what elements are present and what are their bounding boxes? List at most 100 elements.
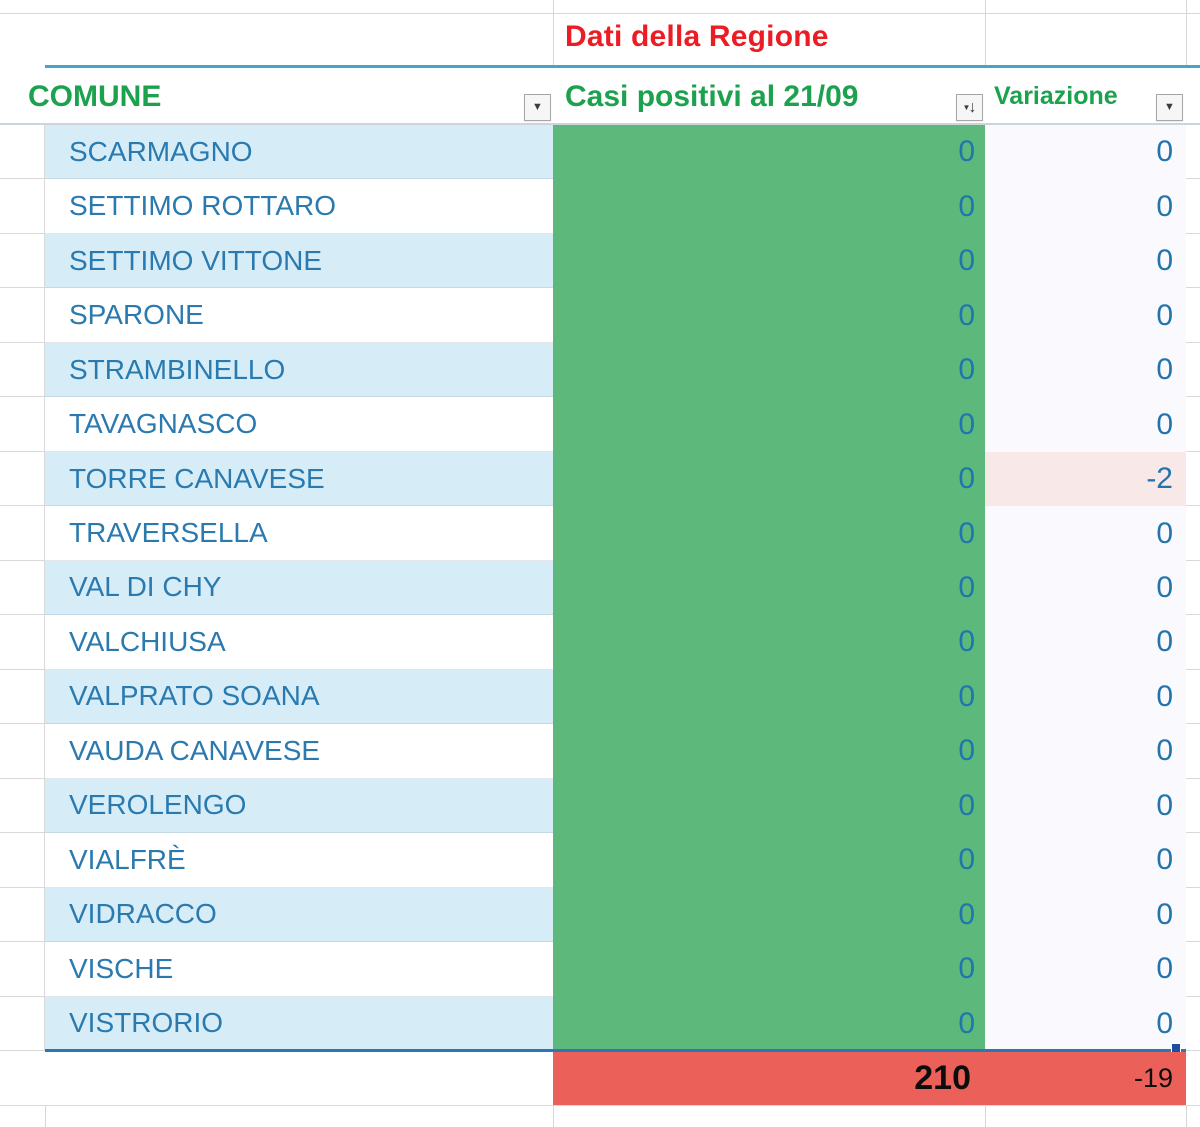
comune-cell[interactable]: VISCHE <box>45 942 553 997</box>
comune-cell[interactable]: VIDRACCO <box>45 887 553 943</box>
table-row: VAL DI CHY 0 0 <box>0 560 1200 616</box>
casi-sort-filter-button[interactable]: ▼ ↓ <box>956 94 983 121</box>
gridline-stub <box>1186 179 1200 234</box>
table-row: SETTIMO ROTTARO 0 0 <box>0 179 1200 234</box>
casi-cell[interactable]: 0 <box>553 996 985 1051</box>
gridline-stub <box>0 233 45 289</box>
variazione-cell[interactable]: 0 <box>985 560 1186 616</box>
variazione-cell[interactable]: 0 <box>985 233 1186 289</box>
bottom-empty-row <box>0 1106 1200 1127</box>
gridline <box>45 1106 46 1127</box>
table-row: VALCHIUSA 0 0 <box>0 615 1200 670</box>
comune-filter-button[interactable]: ▼ <box>524 94 551 121</box>
variazione-cell[interactable]: 0 <box>985 288 1186 343</box>
comune-cell[interactable]: SCARMAGNO <box>45 125 553 180</box>
header-cell-casi-positivi[interactable]: Casi positivi al 21/09 ▼ ↓ <box>553 68 985 123</box>
header-cell-comune[interactable]: COMUNE ▼ <box>0 68 553 123</box>
casi-cell[interactable]: 0 <box>553 179 985 234</box>
casi-cell[interactable]: 0 <box>553 942 985 997</box>
gridline-stub <box>0 724 45 779</box>
comune-cell[interactable]: VAL DI CHY <box>45 560 553 616</box>
comune-cell[interactable]: TORRE CANAVESE <box>45 451 553 507</box>
gridline-stub <box>1186 451 1200 507</box>
variazione-cell[interactable]: 0 <box>985 833 1186 888</box>
variazione-cell[interactable]: 0 <box>985 397 1186 452</box>
variazione-filter-button[interactable]: ▼ <box>1156 94 1183 121</box>
table-row: VIDRACCO 0 0 <box>0 887 1200 943</box>
casi-cell[interactable]: 0 <box>553 887 985 943</box>
comune-cell[interactable]: VIALFRÈ <box>45 833 553 888</box>
variazione-cell[interactable]: 0 <box>985 179 1186 234</box>
filter-dropdown-icon: ▼ <box>532 101 543 113</box>
comune-cell[interactable]: VAUDA CANAVESE <box>45 724 553 779</box>
gridline-stub <box>1186 833 1200 888</box>
gridline-stub <box>1186 669 1200 725</box>
casi-cell[interactable]: 0 <box>553 833 985 888</box>
table-row: VALPRATO SOANA 0 0 <box>0 669 1200 725</box>
comune-cell[interactable]: TRAVERSELLA <box>45 506 553 561</box>
casi-cell[interactable]: 0 <box>553 397 985 452</box>
gridline-stub <box>0 451 45 507</box>
gridline-stub <box>1186 342 1200 398</box>
empty-cell <box>0 1052 553 1105</box>
header-cell-variazione[interactable]: Variazione ▼ <box>985 68 1186 123</box>
comune-cell[interactable]: SETTIMO VITTONE <box>45 233 553 289</box>
variazione-cell[interactable]: 0 <box>985 778 1186 834</box>
gridline-stub <box>0 506 45 561</box>
table-row: VISTRORIO 0 0 <box>0 996 1200 1051</box>
variazione-cell[interactable]: 0 <box>985 125 1186 180</box>
comune-cell[interactable]: SPARONE <box>45 288 553 343</box>
table-row: STRAMBINELLO 0 0 <box>0 342 1200 398</box>
region-data-title: Dati della Regione <box>565 20 829 53</box>
casi-cell[interactable]: 0 <box>553 288 985 343</box>
variazione-cell[interactable]: 0 <box>985 615 1186 670</box>
gridline <box>985 0 986 67</box>
gridline-stub <box>0 615 45 670</box>
casi-cell[interactable]: 0 <box>553 615 985 670</box>
comune-cell[interactable]: VISTRORIO <box>45 996 553 1051</box>
gridline-stub <box>0 996 45 1051</box>
variazione-cell[interactable]: 0 <box>985 506 1186 561</box>
casi-cell[interactable]: 0 <box>553 669 985 725</box>
casi-cell[interactable]: 0 <box>553 125 985 180</box>
gridline <box>0 1105 1200 1106</box>
casi-cell[interactable]: 0 <box>553 233 985 289</box>
table-row: SETTIMO VITTONE 0 0 <box>0 233 1200 289</box>
variazione-cell[interactable]: 0 <box>985 887 1186 943</box>
table-row: SPARONE 0 0 <box>0 288 1200 343</box>
gridline <box>1186 1106 1187 1127</box>
table-row: VEROLENGO 0 0 <box>0 778 1200 834</box>
comune-cell[interactable]: STRAMBINELLO <box>45 342 553 398</box>
comune-cell[interactable]: VALPRATO SOANA <box>45 669 553 725</box>
comune-cell[interactable]: TAVAGNASCO <box>45 397 553 452</box>
gridline <box>0 123 1200 125</box>
variazione-cell[interactable]: 0 <box>985 942 1186 997</box>
variazione-cell[interactable]: 0 <box>985 996 1186 1051</box>
variazione-cell[interactable]: 0 <box>985 342 1186 398</box>
gridline-stub <box>0 560 45 616</box>
casi-cell[interactable]: 0 <box>553 506 985 561</box>
total-variazione-value[interactable]: -19 <box>1133 1063 1173 1093</box>
variazione-header-label: Variazione <box>994 82 1118 110</box>
gridline-stub <box>0 669 45 725</box>
variazione-cell[interactable]: 0 <box>985 724 1186 779</box>
variazione-cell-negative[interactable]: -2 <box>985 451 1186 507</box>
variazione-cell[interactable]: 0 <box>985 669 1186 725</box>
empty-cell <box>1186 1052 1200 1105</box>
table-row: VIALFRÈ 0 0 <box>0 833 1200 888</box>
comune-cell[interactable]: SETTIMO ROTTARO <box>45 179 553 234</box>
gridline-stub <box>1186 778 1200 834</box>
table-header-row: COMUNE ▼ Casi positivi al 21/09 ▼ ↓ Vari… <box>0 68 1200 123</box>
casi-cell[interactable]: 0 <box>553 342 985 398</box>
comune-cell[interactable]: VEROLENGO <box>45 778 553 834</box>
filter-dropdown-icon: ▼ <box>962 102 971 112</box>
total-casi-value[interactable]: 210 <box>914 1059 971 1097</box>
casi-cell[interactable]: 0 <box>553 451 985 507</box>
gridline <box>553 0 554 67</box>
comune-cell[interactable]: VALCHIUSA <box>45 615 553 670</box>
casi-cell[interactable]: 0 <box>553 560 985 616</box>
casi-cell[interactable]: 0 <box>553 778 985 834</box>
gridline-stub <box>1186 887 1200 943</box>
casi-cell[interactable]: 0 <box>553 724 985 779</box>
header-cell-empty <box>1186 68 1200 123</box>
